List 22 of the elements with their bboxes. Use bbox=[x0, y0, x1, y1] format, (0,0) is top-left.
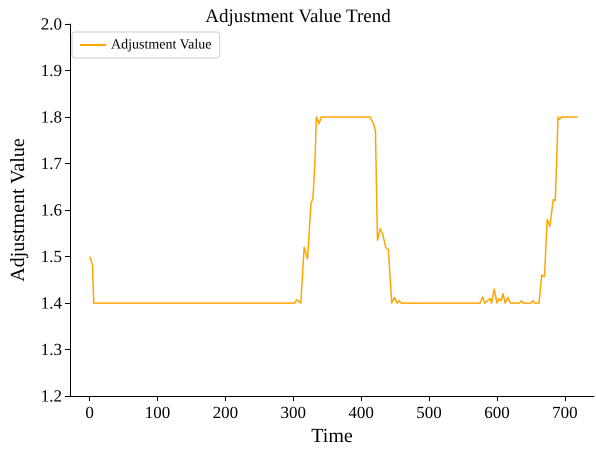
x-tick-label: 300 bbox=[280, 403, 306, 422]
y-tick-label: 1.7 bbox=[40, 154, 62, 174]
y-tick-label: 1.4 bbox=[40, 294, 62, 313]
x-tick-label: 700 bbox=[552, 403, 578, 422]
y-tick-label: 1.8 bbox=[40, 108, 62, 127]
x-tick-label: 400 bbox=[348, 403, 374, 422]
x-tick-label: 200 bbox=[212, 403, 238, 422]
y-tick-label: 1.2 bbox=[40, 386, 62, 406]
y-tick-label: 2.0 bbox=[40, 14, 62, 34]
x-tick-label: 600 bbox=[484, 403, 510, 422]
x-tick-label: 0 bbox=[85, 403, 94, 422]
x-tick-label: 100 bbox=[144, 403, 170, 422]
legend-label: Adjustment Value bbox=[111, 38, 212, 52]
y-tick-label: 1.3 bbox=[40, 340, 62, 360]
x-axis-title: Time bbox=[311, 425, 353, 447]
line-series bbox=[88, 116, 578, 304]
y-tick-label: 1.5 bbox=[40, 247, 62, 266]
chart-title: Adjustment Value Trend bbox=[205, 6, 392, 27]
x-tick-label: 500 bbox=[416, 403, 442, 422]
y-tick-label: 1.6 bbox=[40, 200, 62, 220]
y-axis-title: Adjustment Value bbox=[7, 138, 29, 282]
y-tick-label: 1.9 bbox=[40, 61, 62, 80]
